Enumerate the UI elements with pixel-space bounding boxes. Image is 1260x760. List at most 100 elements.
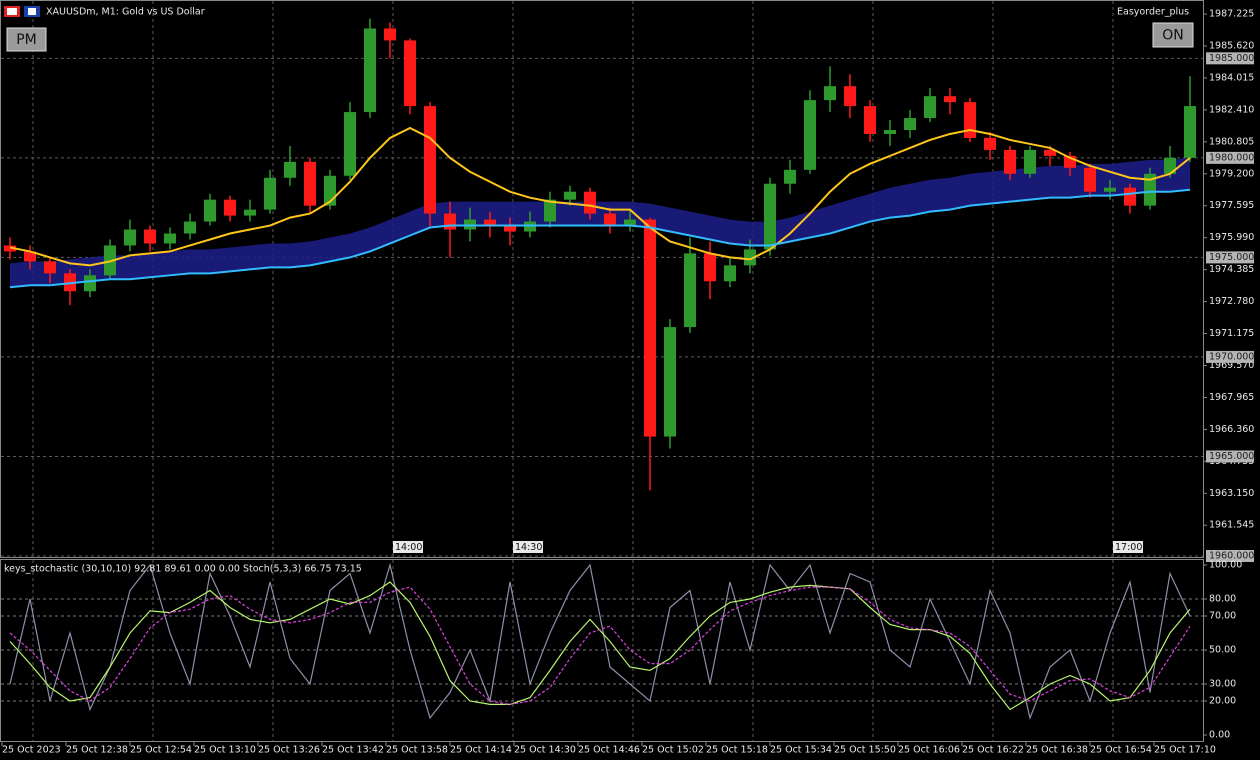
candle-body	[784, 169, 796, 184]
candle-body	[444, 213, 456, 230]
level-label: 1970.000	[1209, 351, 1254, 362]
candle-body	[764, 183, 776, 250]
indicator-line	[9, 188, 1191, 289]
candle-body	[224, 199, 236, 216]
y-tick-label: 50.00	[1209, 645, 1236, 656]
x-tick-label: 25 Oct 13:26	[258, 745, 320, 756]
flag-icon	[7, 8, 17, 15]
band	[10, 157, 1190, 288]
candle-body	[824, 86, 836, 101]
y-tick-label: 1987.225	[1209, 9, 1254, 20]
candle-body	[644, 219, 656, 437]
candle-body	[844, 86, 856, 107]
level-tag	[1206, 151, 1254, 164]
candle-body	[184, 221, 196, 234]
expert-name: Easyorder_plus	[1117, 7, 1189, 18]
candle-body	[1044, 149, 1056, 156]
x-tick-label: 25 Oct 13:42	[322, 745, 384, 756]
candle-body	[1084, 167, 1096, 192]
y-tick-label: 1971.175	[1209, 328, 1254, 339]
y-tick-label: 1977.595	[1209, 200, 1254, 211]
x-tick-label: 25 Oct 15:02	[642, 745, 704, 756]
x-tick-label: 25 Oct 16:06	[898, 745, 960, 756]
candle-body	[944, 96, 956, 103]
candle-body	[724, 265, 736, 282]
candle-body	[904, 118, 916, 130]
x-tick-label: 25 Oct 15:18	[706, 745, 768, 756]
candle-body	[804, 100, 816, 170]
indicator-frame	[0, 559, 1204, 742]
y-tick-label: 1974.385	[1209, 264, 1254, 275]
candle-body	[284, 161, 296, 178]
candle-body	[964, 102, 976, 138]
button-face[interactable]	[6, 27, 47, 52]
on-button[interactable]: ON	[1152, 22, 1194, 48]
candle-body	[664, 327, 676, 437]
time-tag	[393, 541, 423, 553]
x-tick-label: 25 Oct 14:14	[450, 745, 512, 756]
button-label[interactable]: PM	[16, 32, 37, 48]
candle-body	[124, 229, 136, 246]
candle-body	[204, 199, 216, 222]
y-tick-label: 30.00	[1209, 679, 1236, 690]
candle-body	[1104, 187, 1116, 192]
candle-body	[684, 253, 696, 328]
indicator-line	[9, 126, 1191, 267]
candle-body	[544, 199, 556, 222]
y-tick-label: 80.00	[1209, 594, 1236, 605]
candle-body	[564, 191, 576, 200]
candle-body	[484, 219, 496, 226]
candle-body	[1024, 149, 1036, 174]
time-tag	[1113, 541, 1143, 553]
chart-title: XAUUSDm, M1: Gold vs US Dollar	[46, 7, 205, 18]
y-tick-label: 1985.620	[1209, 40, 1254, 51]
price-frame	[0, 0, 1204, 558]
pm-button[interactable]: PM	[6, 27, 47, 52]
x-tick-label: 25 Oct 12:38	[66, 745, 128, 756]
candle-body	[404, 40, 416, 107]
candle-body	[244, 209, 256, 216]
x-tick-label: 25 Oct 14:46	[578, 745, 640, 756]
candle-body	[624, 219, 636, 226]
candle-body	[864, 106, 876, 134]
y-tick-label: 1980.805	[1209, 136, 1254, 147]
y-tick-label: 1963.150	[1209, 488, 1254, 499]
y-tick-label: 0.00	[1209, 730, 1230, 741]
y-tick-label: 1984.015	[1209, 72, 1254, 83]
candle-body	[1144, 173, 1156, 206]
candle-body	[384, 28, 396, 41]
time-tag	[513, 541, 543, 553]
button-label[interactable]: ON	[1162, 28, 1184, 44]
level-tag	[1206, 550, 1254, 563]
x-tick-label: 25 Oct 16:54	[1090, 745, 1152, 756]
candle-body	[304, 161, 316, 206]
x-tick-label: 25 Oct 16:38	[1026, 745, 1088, 756]
candle-body	[84, 275, 96, 292]
candle-body	[24, 251, 36, 262]
candle-body	[884, 129, 896, 134]
candle-body	[364, 28, 376, 113]
x-tick-label: 25 Oct 15:34	[770, 745, 832, 756]
candle-body	[424, 106, 436, 214]
candle-body	[344, 112, 356, 176]
x-tick-label: 25 Oct 2023	[2, 745, 61, 756]
level-label: 1960.000	[1209, 551, 1254, 562]
level-tag	[1206, 251, 1254, 264]
x-tick-label: 25 Oct 17:10	[1154, 745, 1216, 756]
y-tick-label: 100.00	[1209, 560, 1242, 571]
level-label: 1985.000	[1209, 53, 1254, 64]
time-tag-label: 14:00	[395, 542, 422, 553]
x-tick-label: 25 Oct 12:54	[130, 745, 192, 756]
button-face[interactable]	[1152, 22, 1194, 48]
candle-body	[44, 261, 56, 274]
candle-body	[504, 225, 516, 232]
x-tick-label: 25 Oct 15:50	[834, 745, 896, 756]
candle-body	[1064, 155, 1076, 168]
y-tick-label: 1975.990	[1209, 232, 1254, 243]
x-tick-label: 25 Oct 14:30	[514, 745, 576, 756]
y-tick-label: 1966.360	[1209, 424, 1254, 435]
level-label: 1975.000	[1209, 252, 1254, 263]
time-tag-label: 14:30	[515, 542, 542, 553]
